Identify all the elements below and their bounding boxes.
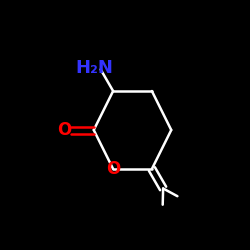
Text: O: O: [56, 121, 71, 139]
Text: O: O: [106, 160, 120, 178]
Text: H₂N: H₂N: [76, 59, 113, 77]
